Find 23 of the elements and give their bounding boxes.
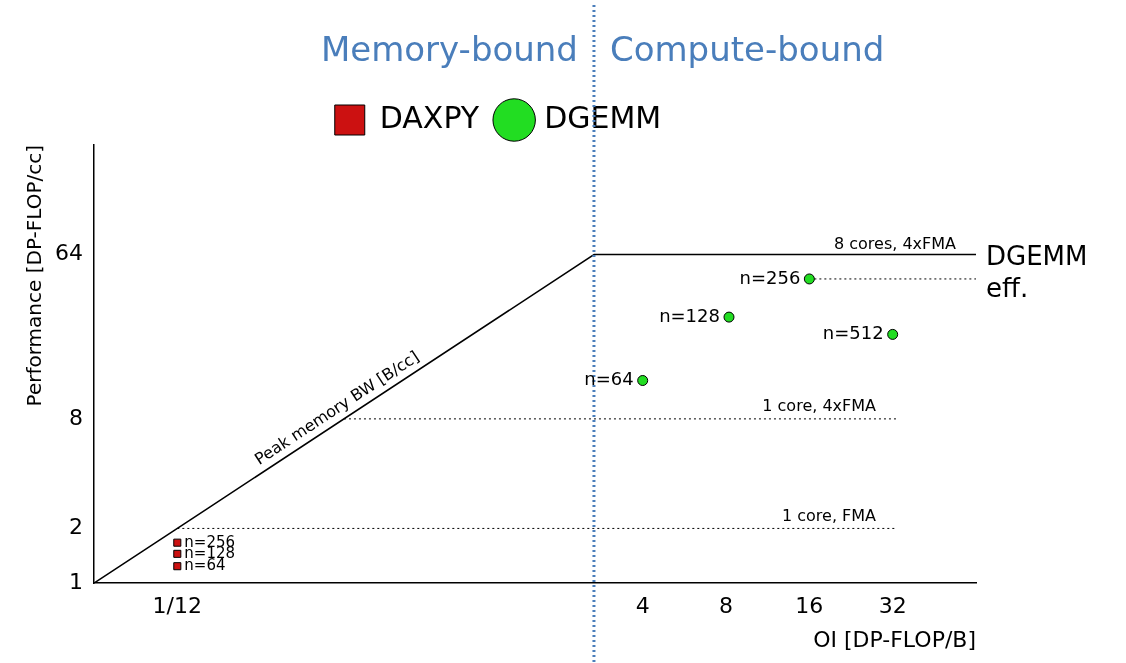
x-tick-label: 4 <box>635 593 650 619</box>
y-tick-label: 64 <box>54 240 83 266</box>
text: DGEMM eff. <box>986 241 1088 304</box>
annotation: 8 cores, 4xFMA <box>833 233 957 253</box>
y-tick-label: 1 <box>68 568 83 594</box>
ref-line-label: 1 core, FMA <box>781 505 877 525</box>
x-tick-label: 8 <box>719 593 734 619</box>
y-tick-label: 8 <box>68 404 83 430</box>
text: Memory-bound <box>320 28 578 69</box>
annotation: n=64 <box>584 368 634 390</box>
legend-label: DAXPY <box>379 99 480 135</box>
text: Compute-bound <box>609 28 885 69</box>
x-tick-label: 16 <box>795 593 824 619</box>
legend-label: DGEMM <box>544 99 662 135</box>
annotation: n=512 <box>822 322 884 344</box>
annotation: n=128 <box>659 304 720 326</box>
x-axis-title: OI [DP-FLOP/B] <box>813 626 976 652</box>
x-tick-label: 1/12 <box>152 593 203 619</box>
y-axis-title: Performance [DP-FLOP/cc] <box>22 145 47 407</box>
ref-line-label: 1 core, 4xFMA <box>762 396 877 416</box>
y-tick-label: 2 <box>68 514 83 540</box>
x-tick-label: 32 <box>878 593 907 619</box>
annotation: n=256 <box>739 266 801 288</box>
